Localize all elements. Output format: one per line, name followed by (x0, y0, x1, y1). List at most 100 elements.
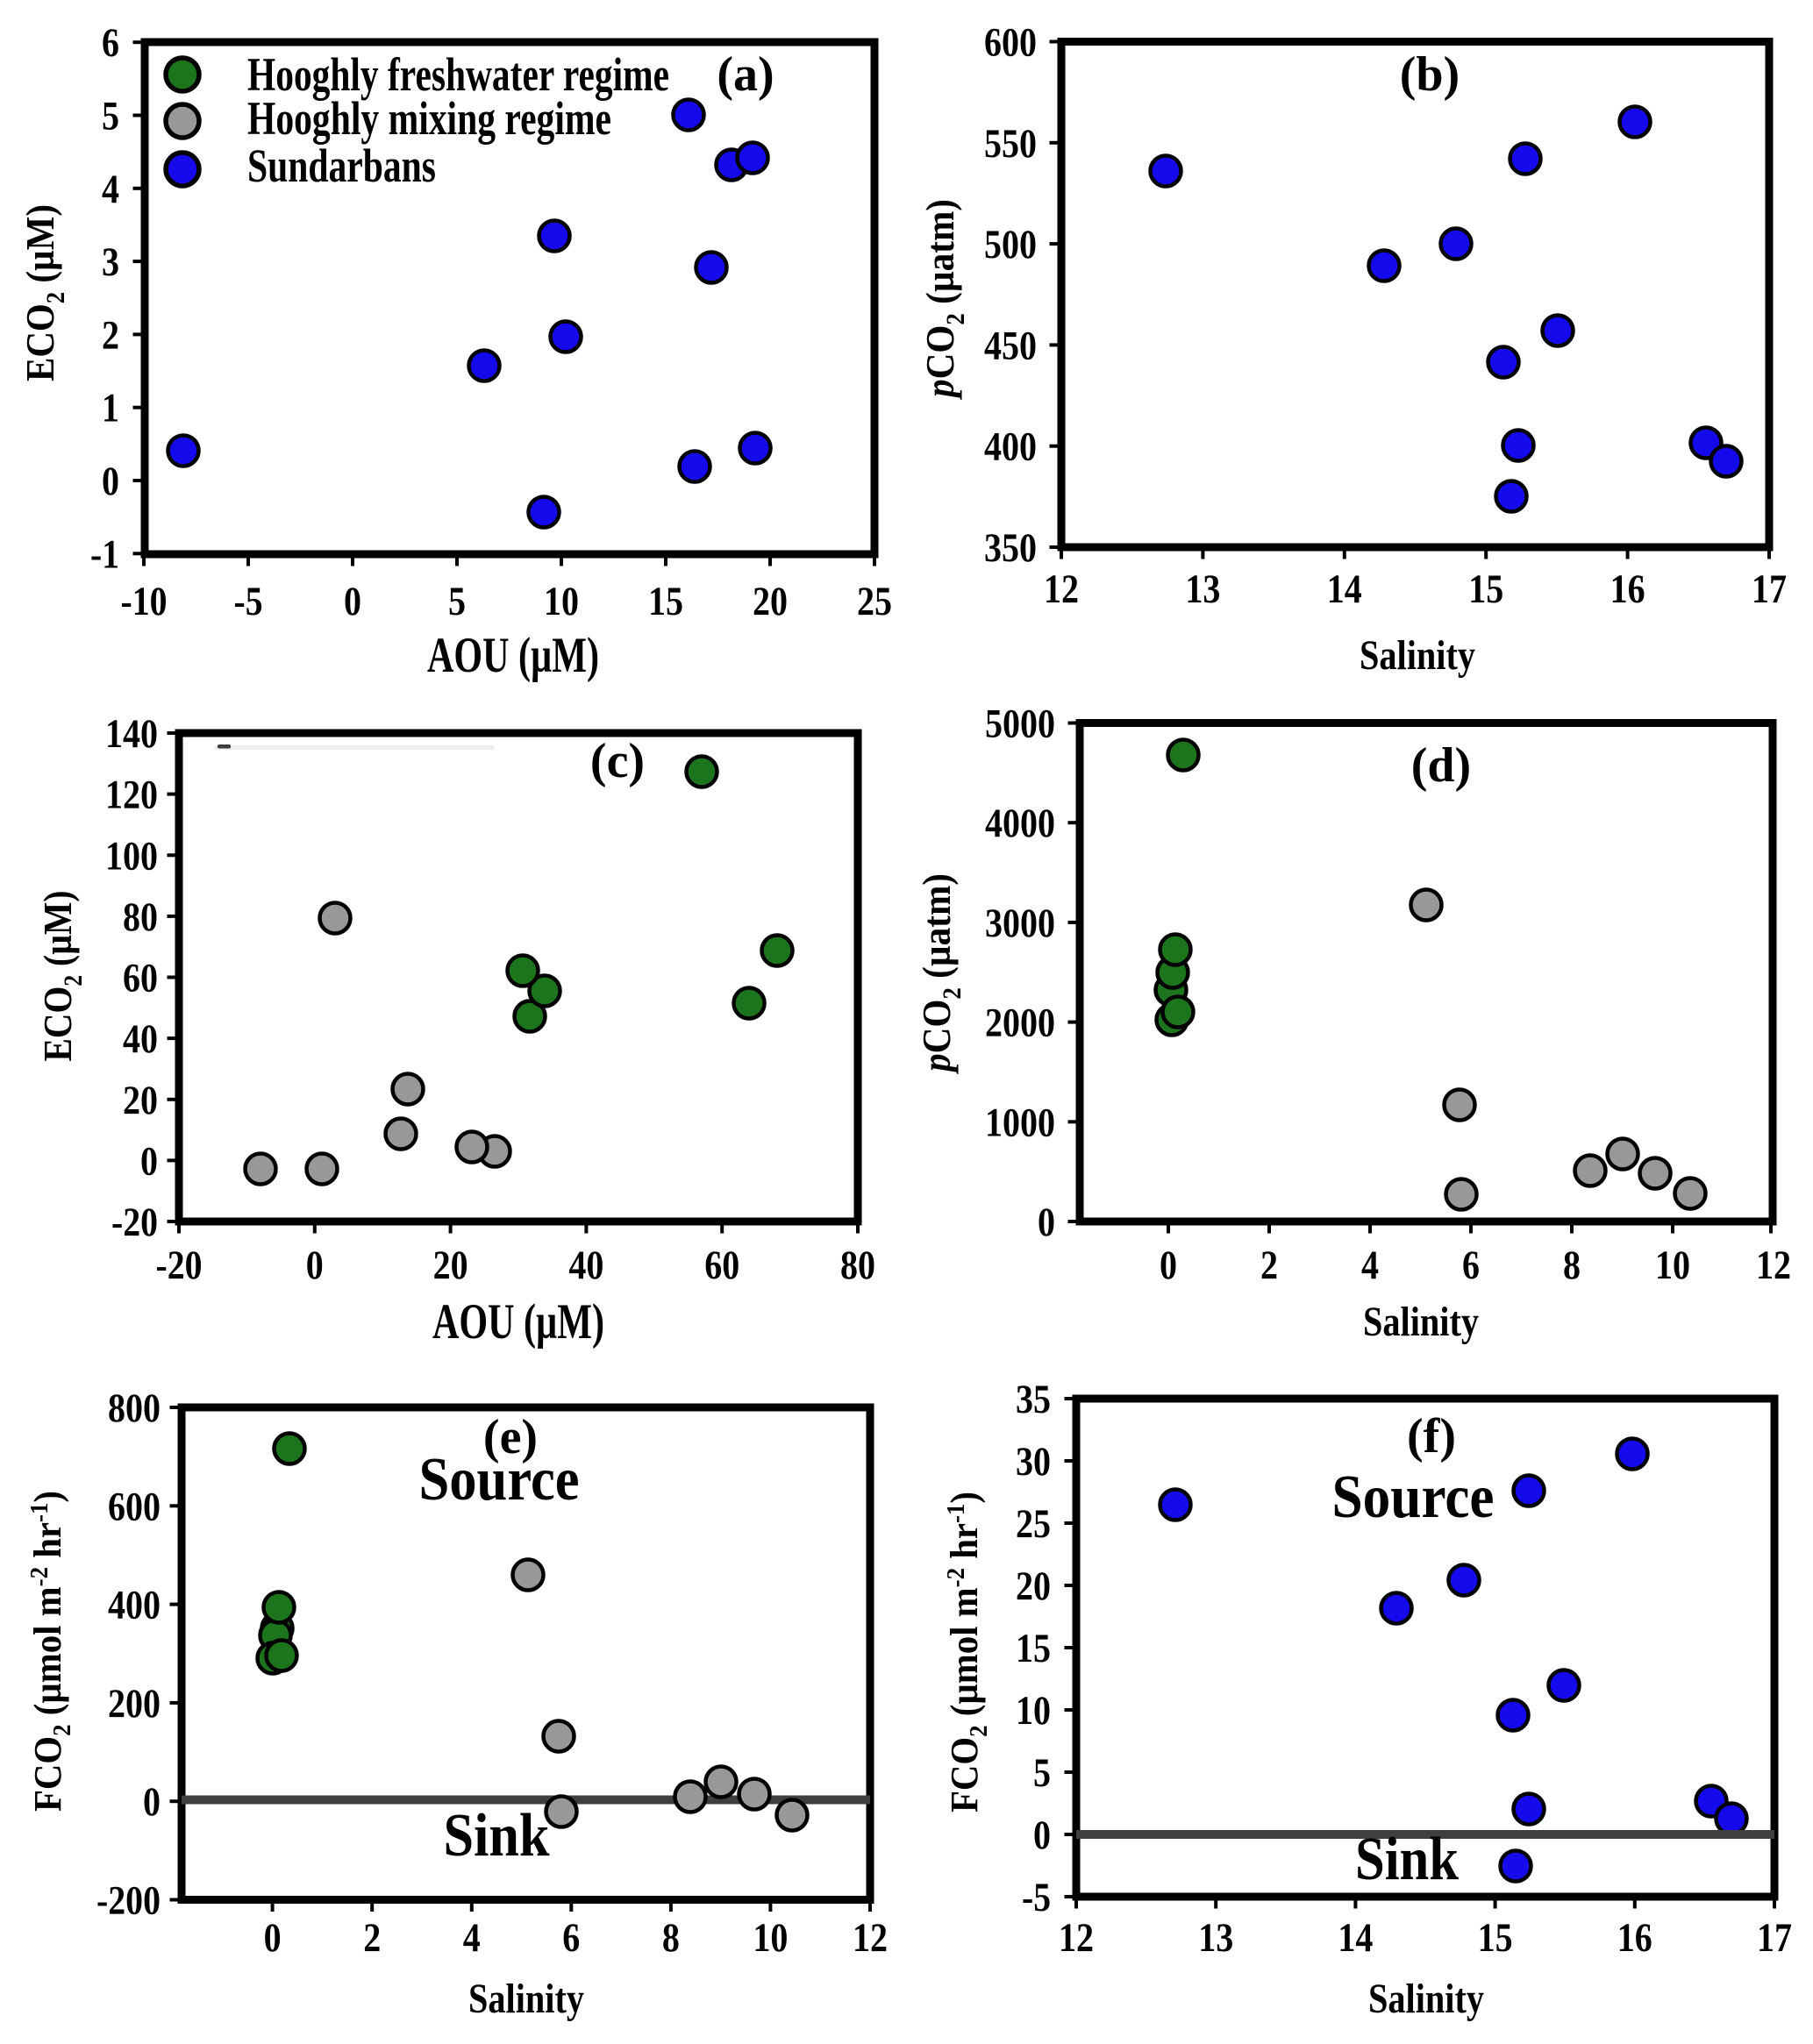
svg-text:Source: Source (1332, 1464, 1495, 1531)
svg-text:-5: -5 (1022, 1875, 1051, 1920)
svg-text:400: 400 (108, 1583, 161, 1628)
svg-text:5000: 5000 (985, 702, 1055, 747)
svg-text:350: 350 (984, 525, 1037, 571)
svg-text:20: 20 (1016, 1563, 1051, 1609)
svg-text:2: 2 (363, 1915, 381, 1961)
svg-text:0: 0 (140, 1138, 158, 1184)
svg-text:12: 12 (1044, 566, 1079, 612)
svg-text:40: 40 (568, 1243, 603, 1288)
svg-text:5: 5 (1033, 1750, 1051, 1796)
svg-text:4: 4 (102, 167, 119, 212)
svg-text:4: 4 (463, 1915, 481, 1961)
svg-text:20: 20 (123, 1078, 158, 1123)
svg-text:12: 12 (853, 1915, 888, 1961)
svg-text:0: 0 (1038, 1200, 1055, 1245)
svg-text:FCO2 (µmol m-2 hr-1): FCO2 (µmol m-2 hr-1) (942, 1492, 993, 1813)
svg-text:100: 100 (105, 833, 158, 879)
svg-text:60: 60 (123, 956, 158, 1001)
svg-text:14: 14 (1338, 1915, 1373, 1961)
svg-text:13: 13 (1185, 566, 1220, 612)
svg-text:Salinity: Salinity (1368, 1976, 1484, 2022)
svg-text:FCO2 (µmol m-2 hr-1): FCO2 (µmol m-2 hr-1) (25, 1491, 76, 1812)
svg-text:80: 80 (123, 894, 158, 940)
svg-text:6: 6 (102, 20, 119, 66)
svg-text:3: 3 (102, 239, 119, 285)
svg-text:120: 120 (105, 773, 158, 818)
svg-text:(f): (f) (1407, 1409, 1456, 1464)
svg-text:4: 4 (1361, 1243, 1379, 1288)
svg-text:8: 8 (1563, 1243, 1581, 1288)
svg-text:-5: -5 (234, 579, 263, 624)
svg-text:Sink: Sink (444, 1802, 550, 1870)
svg-text:14: 14 (1327, 566, 1362, 612)
svg-text:Salinity: Salinity (1363, 1299, 1479, 1345)
svg-text:10: 10 (1016, 1688, 1051, 1734)
svg-text:AOU (µM): AOU (µM) (427, 628, 599, 683)
svg-text:0: 0 (1160, 1243, 1177, 1288)
svg-text:8: 8 (662, 1915, 680, 1961)
svg-text:10: 10 (753, 1915, 788, 1961)
svg-text:15: 15 (1016, 1626, 1051, 1671)
svg-text:Hooghly freshwater regime: Hooghly freshwater regime (247, 48, 669, 101)
svg-text:6: 6 (1462, 1243, 1480, 1288)
svg-text:5: 5 (102, 94, 119, 139)
svg-text:2000: 2000 (985, 1001, 1055, 1046)
svg-text:-20: -20 (111, 1200, 158, 1245)
svg-text:15: 15 (1468, 566, 1503, 612)
svg-text:17: 17 (1757, 1915, 1792, 1961)
svg-text:(d): (d) (1411, 738, 1471, 793)
svg-text:-1: -1 (90, 531, 119, 577)
svg-text:35: 35 (1016, 1377, 1051, 1422)
svg-text:25: 25 (857, 579, 892, 624)
svg-text:30: 30 (1016, 1439, 1051, 1485)
svg-text:pCO2 (µatm): pCO2 (µatm) (914, 873, 967, 1075)
svg-text:0: 0 (1033, 1813, 1051, 1858)
svg-text:1000: 1000 (985, 1100, 1055, 1145)
svg-text:1: 1 (102, 386, 119, 431)
svg-text:(e): (e) (483, 1410, 538, 1464)
svg-text:(b): (b) (1400, 47, 1460, 102)
svg-text:Source: Source (419, 1446, 580, 1513)
svg-text:13: 13 (1198, 1915, 1233, 1961)
svg-text:6: 6 (562, 1915, 580, 1961)
svg-text:16: 16 (1617, 1915, 1652, 1961)
svg-text:10: 10 (1655, 1243, 1690, 1288)
svg-text:0: 0 (143, 1779, 161, 1825)
svg-text:16: 16 (1610, 566, 1645, 612)
svg-text:450: 450 (984, 323, 1037, 368)
svg-text:Sink: Sink (1355, 1826, 1459, 1893)
svg-text:400: 400 (984, 424, 1037, 470)
svg-text:Sundarbans: Sundarbans (247, 139, 436, 192)
svg-text:-10: -10 (121, 579, 168, 624)
svg-text:12: 12 (1756, 1243, 1791, 1288)
svg-text:20: 20 (753, 579, 788, 624)
svg-text:80: 80 (840, 1243, 875, 1288)
svg-text:25: 25 (1016, 1501, 1051, 1547)
svg-text:10: 10 (544, 579, 579, 624)
svg-text:15: 15 (1478, 1915, 1513, 1961)
svg-text:17: 17 (1752, 566, 1787, 612)
svg-text:15: 15 (648, 579, 683, 624)
svg-text:0: 0 (102, 459, 119, 504)
svg-text:ECO2 (µM): ECO2 (µM) (18, 204, 70, 381)
svg-text:600: 600 (108, 1484, 161, 1529)
svg-text:Hooghly mixing regime: Hooghly mixing regime (247, 92, 611, 145)
svg-text:600: 600 (984, 20, 1037, 66)
svg-text:60: 60 (704, 1243, 739, 1288)
svg-text:5: 5 (448, 579, 466, 624)
svg-text:4000: 4000 (985, 801, 1055, 846)
svg-text:Salinity: Salinity (468, 1976, 584, 2022)
svg-text:12: 12 (1059, 1915, 1094, 1961)
svg-text:40: 40 (123, 1016, 158, 1062)
svg-text:800: 800 (108, 1385, 161, 1431)
svg-text:AOU (µM): AOU (µM) (432, 1294, 604, 1350)
svg-text:pCO2 (µatm): pCO2 (µatm) (917, 199, 970, 401)
svg-text:(a): (a) (717, 47, 774, 102)
svg-text:3000: 3000 (985, 901, 1055, 946)
svg-text:0: 0 (344, 579, 361, 624)
svg-text:140: 140 (105, 711, 158, 757)
svg-text:200: 200 (108, 1681, 161, 1727)
svg-text:-20: -20 (156, 1243, 203, 1288)
svg-text:-200: -200 (96, 1878, 161, 1924)
svg-text:2: 2 (1260, 1243, 1278, 1288)
